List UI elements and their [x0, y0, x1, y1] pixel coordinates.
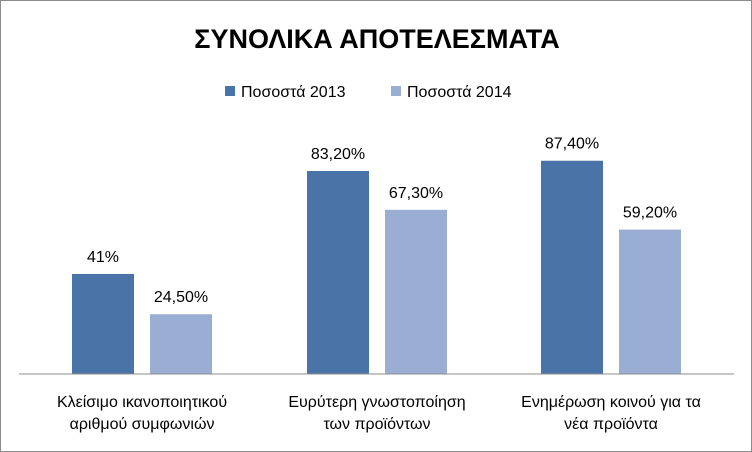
category-label-3-line-2: νέα προϊόντα	[564, 416, 658, 433]
bars-group: 41% 24,50% 83,20% 67,30% 87,40% 59,20%	[72, 136, 681, 374]
category-label-2-line-2: των προϊόντων	[323, 416, 430, 433]
bar-series2-cat2	[385, 209, 447, 374]
legend-label-2: Ποσοστά 2014	[407, 84, 512, 101]
legend-label-1: Ποσοστά 2013	[241, 84, 346, 101]
category-label-3-line-1: Ενημέρωση κοινού για τα	[521, 394, 701, 411]
bar-series1-cat2	[307, 170, 369, 374]
bar-series1-cat1	[72, 273, 134, 374]
legend-swatch-2	[391, 86, 401, 96]
legend-swatch-1	[225, 86, 235, 96]
chart-title: ΣΥΝΟΛΙΚΑ ΑΠΟΤΕΛΕΣΜΑΤΑ	[194, 24, 559, 54]
value-label-series1-cat1: 41%	[87, 249, 119, 266]
category-label-2-line-1: Ευρύτερη γνωστοποίηση	[288, 394, 465, 411]
bar-series1-cat3	[541, 160, 603, 374]
value-label-series2-cat3: 59,20%	[623, 205, 677, 222]
category-label-1-line-1: Κλείσιμο ικανοποιητικού	[57, 394, 227, 411]
value-label-series2-cat1: 24,50%	[154, 289, 208, 306]
bar-series2-cat3	[619, 229, 681, 374]
bar-series2-cat1	[150, 314, 212, 374]
category-labels: Κλείσιμο ικανοποιητικού αριθμού συμφωνιών…	[57, 394, 701, 433]
legend: Ποσοστά 2013 Ποσοστά 2014	[225, 84, 512, 101]
category-label-1-line-2: αριθμού συμφωνιών	[70, 416, 215, 433]
value-label-series1-cat2: 83,20%	[311, 146, 365, 163]
value-label-series1-cat3: 87,40%	[545, 136, 599, 153]
value-label-series2-cat2: 67,30%	[389, 185, 443, 202]
